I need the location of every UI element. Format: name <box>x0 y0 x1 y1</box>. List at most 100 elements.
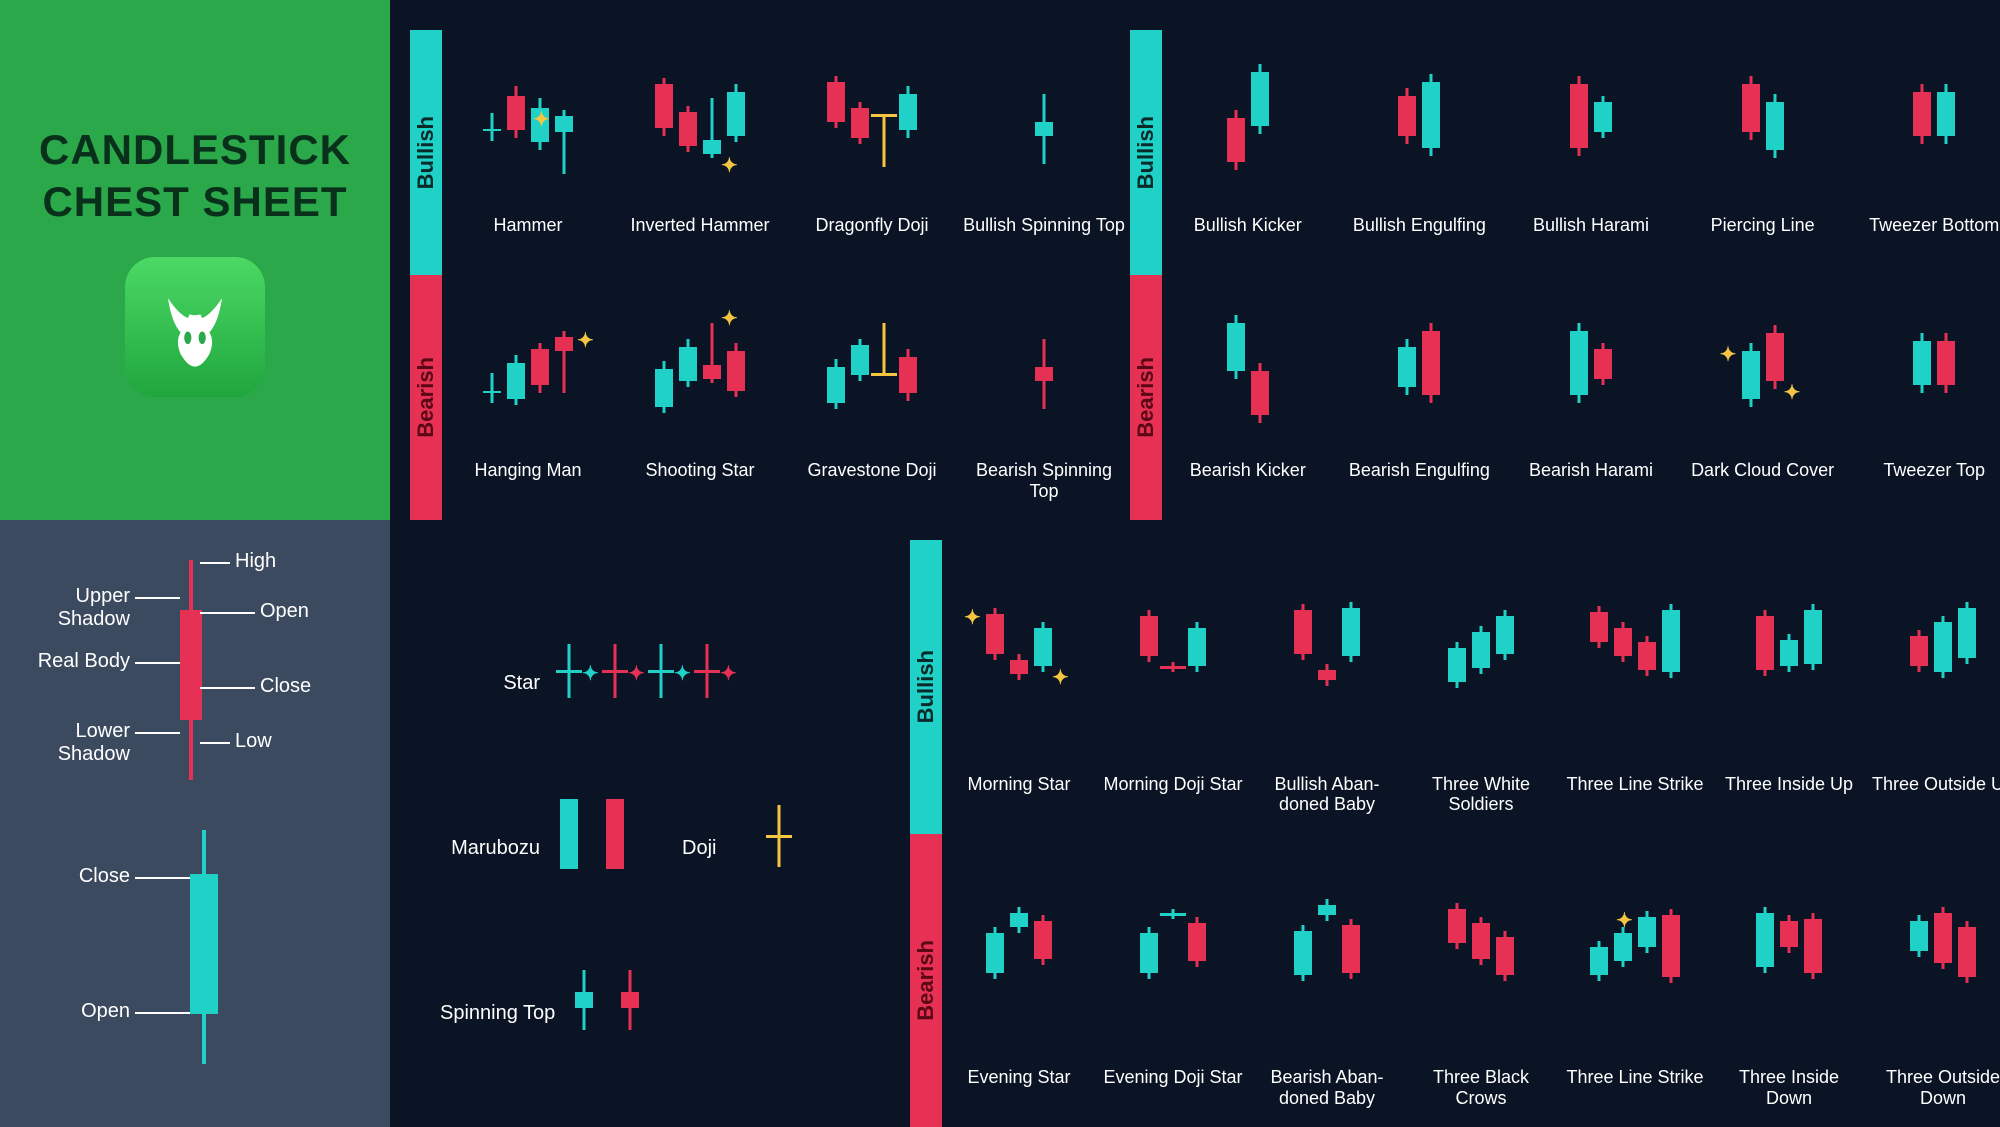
pattern-chart <box>1100 844 1246 1068</box>
pattern-chart <box>1716 550 1862 774</box>
candlestick <box>1294 592 1312 732</box>
candlestick <box>1140 592 1158 732</box>
panel-3: BullishBearish✦✦Morning StarMorning Doji… <box>910 540 2000 1127</box>
bull-logo-icon <box>125 257 265 397</box>
pattern-cell: Bearish Aban- doned Baby <box>1250 834 1404 1127</box>
candlestick <box>1590 885 1608 1025</box>
pattern-chart <box>962 285 1126 460</box>
pattern-label: Hanging Man <box>474 460 581 502</box>
title-line-1: CANDLESTICK <box>39 124 351 177</box>
candlestick <box>606 779 624 919</box>
sparkle-icon: ✦ <box>577 331 594 351</box>
pattern-chart: ✦ <box>618 285 782 460</box>
pattern-chart <box>1166 285 1330 460</box>
basic-row-spinning-top: Spinning Top <box>410 931 910 1096</box>
title-box: CANDLESTICK CHEST SHEET <box>0 0 390 520</box>
candlestick <box>1662 885 1680 1025</box>
pattern-cell: ✦Hammer <box>442 30 614 275</box>
candlestick: ✦ <box>1766 303 1784 443</box>
candlestick <box>483 58 501 198</box>
candlestick: ✦ <box>555 303 573 443</box>
candlestick <box>1034 885 1052 1025</box>
pattern-cell: Bullish Harami <box>1505 30 1677 275</box>
pattern-label: Bearish Harami <box>1529 460 1653 502</box>
candlestick <box>507 303 525 443</box>
pattern-chart <box>1100 550 1246 774</box>
candlestick <box>1227 58 1245 198</box>
anat-label-lower-shadow: Lower Shadow <box>20 720 130 766</box>
candlestick <box>1766 58 1784 198</box>
candlestick <box>1594 58 1612 198</box>
tab-bearish-label: Bearish <box>913 940 939 1021</box>
panel-2: BullishBearishBullish KickerBullish Engu… <box>1130 30 2000 520</box>
pattern-chart <box>1562 550 1708 774</box>
candlestick <box>1756 592 1774 732</box>
candlestick <box>899 303 917 443</box>
candlestick: ✦ <box>560 614 578 754</box>
tab-bearish-label: Bearish <box>413 357 439 438</box>
pattern-label: Three Outside Down <box>1870 1067 2000 1109</box>
candlestick <box>1448 885 1466 1025</box>
pattern-cell: Tweezer Top <box>1848 275 2000 520</box>
candlestick <box>1188 885 1206 1025</box>
left-column: CANDLESTICK CHEST SHEET Upper Shadow Rea… <box>0 0 390 1127</box>
sparkle-icon: ✦ <box>964 608 981 628</box>
candlestick <box>1570 58 1588 198</box>
pattern-label: Shooting Star <box>645 460 754 502</box>
pattern-label: Three Inside Up <box>1725 774 1853 816</box>
root: CANDLESTICK CHEST SHEET Upper Shadow Rea… <box>0 0 2000 1127</box>
pattern-cell: ✦Inverted Hammer <box>614 30 786 275</box>
tab-bullish-label: Bullish <box>913 650 939 723</box>
candlestick <box>1958 885 1976 1025</box>
pattern-cell: Bullish Engulfing <box>1334 30 1506 275</box>
pattern-label: Tweezer Top <box>1883 460 1985 502</box>
basic-label-marubozu: Marubozu <box>440 837 540 860</box>
top-row: BullishBearish✦Hammer✦Inverted HammerDra… <box>390 0 2000 520</box>
pattern-chart <box>1338 40 1502 215</box>
tab-bearish: Bearish <box>410 275 442 520</box>
pattern-chart <box>962 40 1126 215</box>
candlestick <box>1398 58 1416 198</box>
candlestick <box>986 885 1004 1025</box>
pattern-cell: Piercing Line <box>1677 30 1849 275</box>
pattern-chart: ✦✦ <box>946 550 1092 774</box>
right-column: BullishBearish✦Hammer✦Inverted HammerDra… <box>390 0 2000 1127</box>
candlestick: ✦ <box>652 614 670 754</box>
title-line-2: CHEST SHEET <box>39 176 351 229</box>
basic-row-star: Star✦✦✦✦ <box>410 601 910 766</box>
candlestick <box>1937 303 1955 443</box>
candlestick <box>1934 885 1952 1025</box>
pattern-label: Bearish Kicker <box>1190 460 1306 502</box>
pattern-label: Bearish Aban- doned Baby <box>1254 1067 1400 1109</box>
pattern-label: Bullish Harami <box>1533 215 1649 257</box>
sparkle-icon: ✦ <box>1720 345 1737 365</box>
pattern-chart: ✦✦ <box>1681 285 1845 460</box>
candlestick <box>770 779 788 919</box>
pattern-label: Three Inside Down <box>1716 1067 1862 1109</box>
candlestick <box>1472 592 1490 732</box>
sparkle-icon: ✦ <box>674 664 691 684</box>
pattern-label: Evening Star <box>967 1067 1070 1109</box>
basic-chart: ✦✦✦✦ <box>560 614 880 754</box>
pattern-cell: Bullish Kicker <box>1162 30 1334 275</box>
pattern-cell: Three Line Strike <box>1558 540 1712 834</box>
pattern-chart <box>1408 844 1554 1068</box>
candlestick <box>1164 885 1182 1025</box>
pattern-cell: ✦ Hanging Man <box>442 275 614 520</box>
candlestick <box>875 58 893 198</box>
candlestick <box>1422 58 1440 198</box>
candlestick <box>483 303 501 443</box>
pattern-label: Inverted Hammer <box>630 215 769 257</box>
candlestick <box>1780 885 1798 1025</box>
anat-label-g-open: Open <box>40 1000 130 1023</box>
pattern-chart: ✦ <box>1562 844 1708 1068</box>
pattern-label: Dragonfly Doji <box>815 215 928 257</box>
candlestick <box>1937 58 1955 198</box>
candlestick <box>1164 592 1182 732</box>
pattern-label: Bullish Spinning Top <box>963 215 1125 257</box>
candlestick <box>727 303 745 443</box>
panel-1: BullishBearish✦Hammer✦Inverted HammerDra… <box>410 30 1130 520</box>
candlestick <box>1251 303 1269 443</box>
pattern-label: Bullish Aban- doned Baby <box>1254 774 1400 816</box>
pattern-label: Three Black Crows <box>1408 1067 1554 1109</box>
